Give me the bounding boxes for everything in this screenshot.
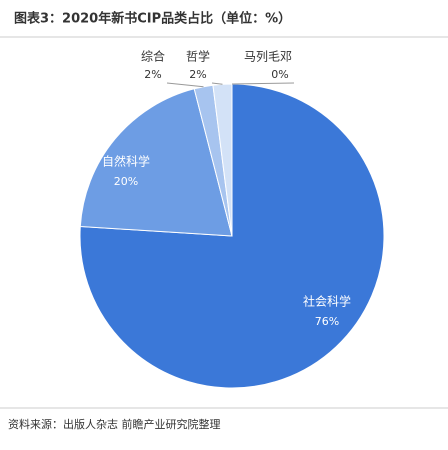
value-label: 0% [271,68,288,81]
pie-slice [79,88,233,237]
value-label: 76% [315,315,339,328]
slice-label: 马列毛邓 [244,50,292,64]
slice-label: 自然科学 [102,154,150,169]
pie-slice [79,83,385,389]
slice-label: 社会科学 [303,294,351,309]
leader-line [231,82,295,85]
slice-label: 综合 [141,49,165,64]
value-label: 2% [189,68,206,81]
value-label: 2% [144,68,161,81]
slice-label: 哲学 [186,49,210,64]
leader-line [166,82,204,88]
leader-line [211,82,223,85]
chart-title: 图表3：2020年新书CIP品类占比（单位：%） [14,11,291,27]
value-label: 20% [114,175,138,188]
source: 资料来源：出版人杂志 前瞻产业研究院整理 [8,417,221,431]
